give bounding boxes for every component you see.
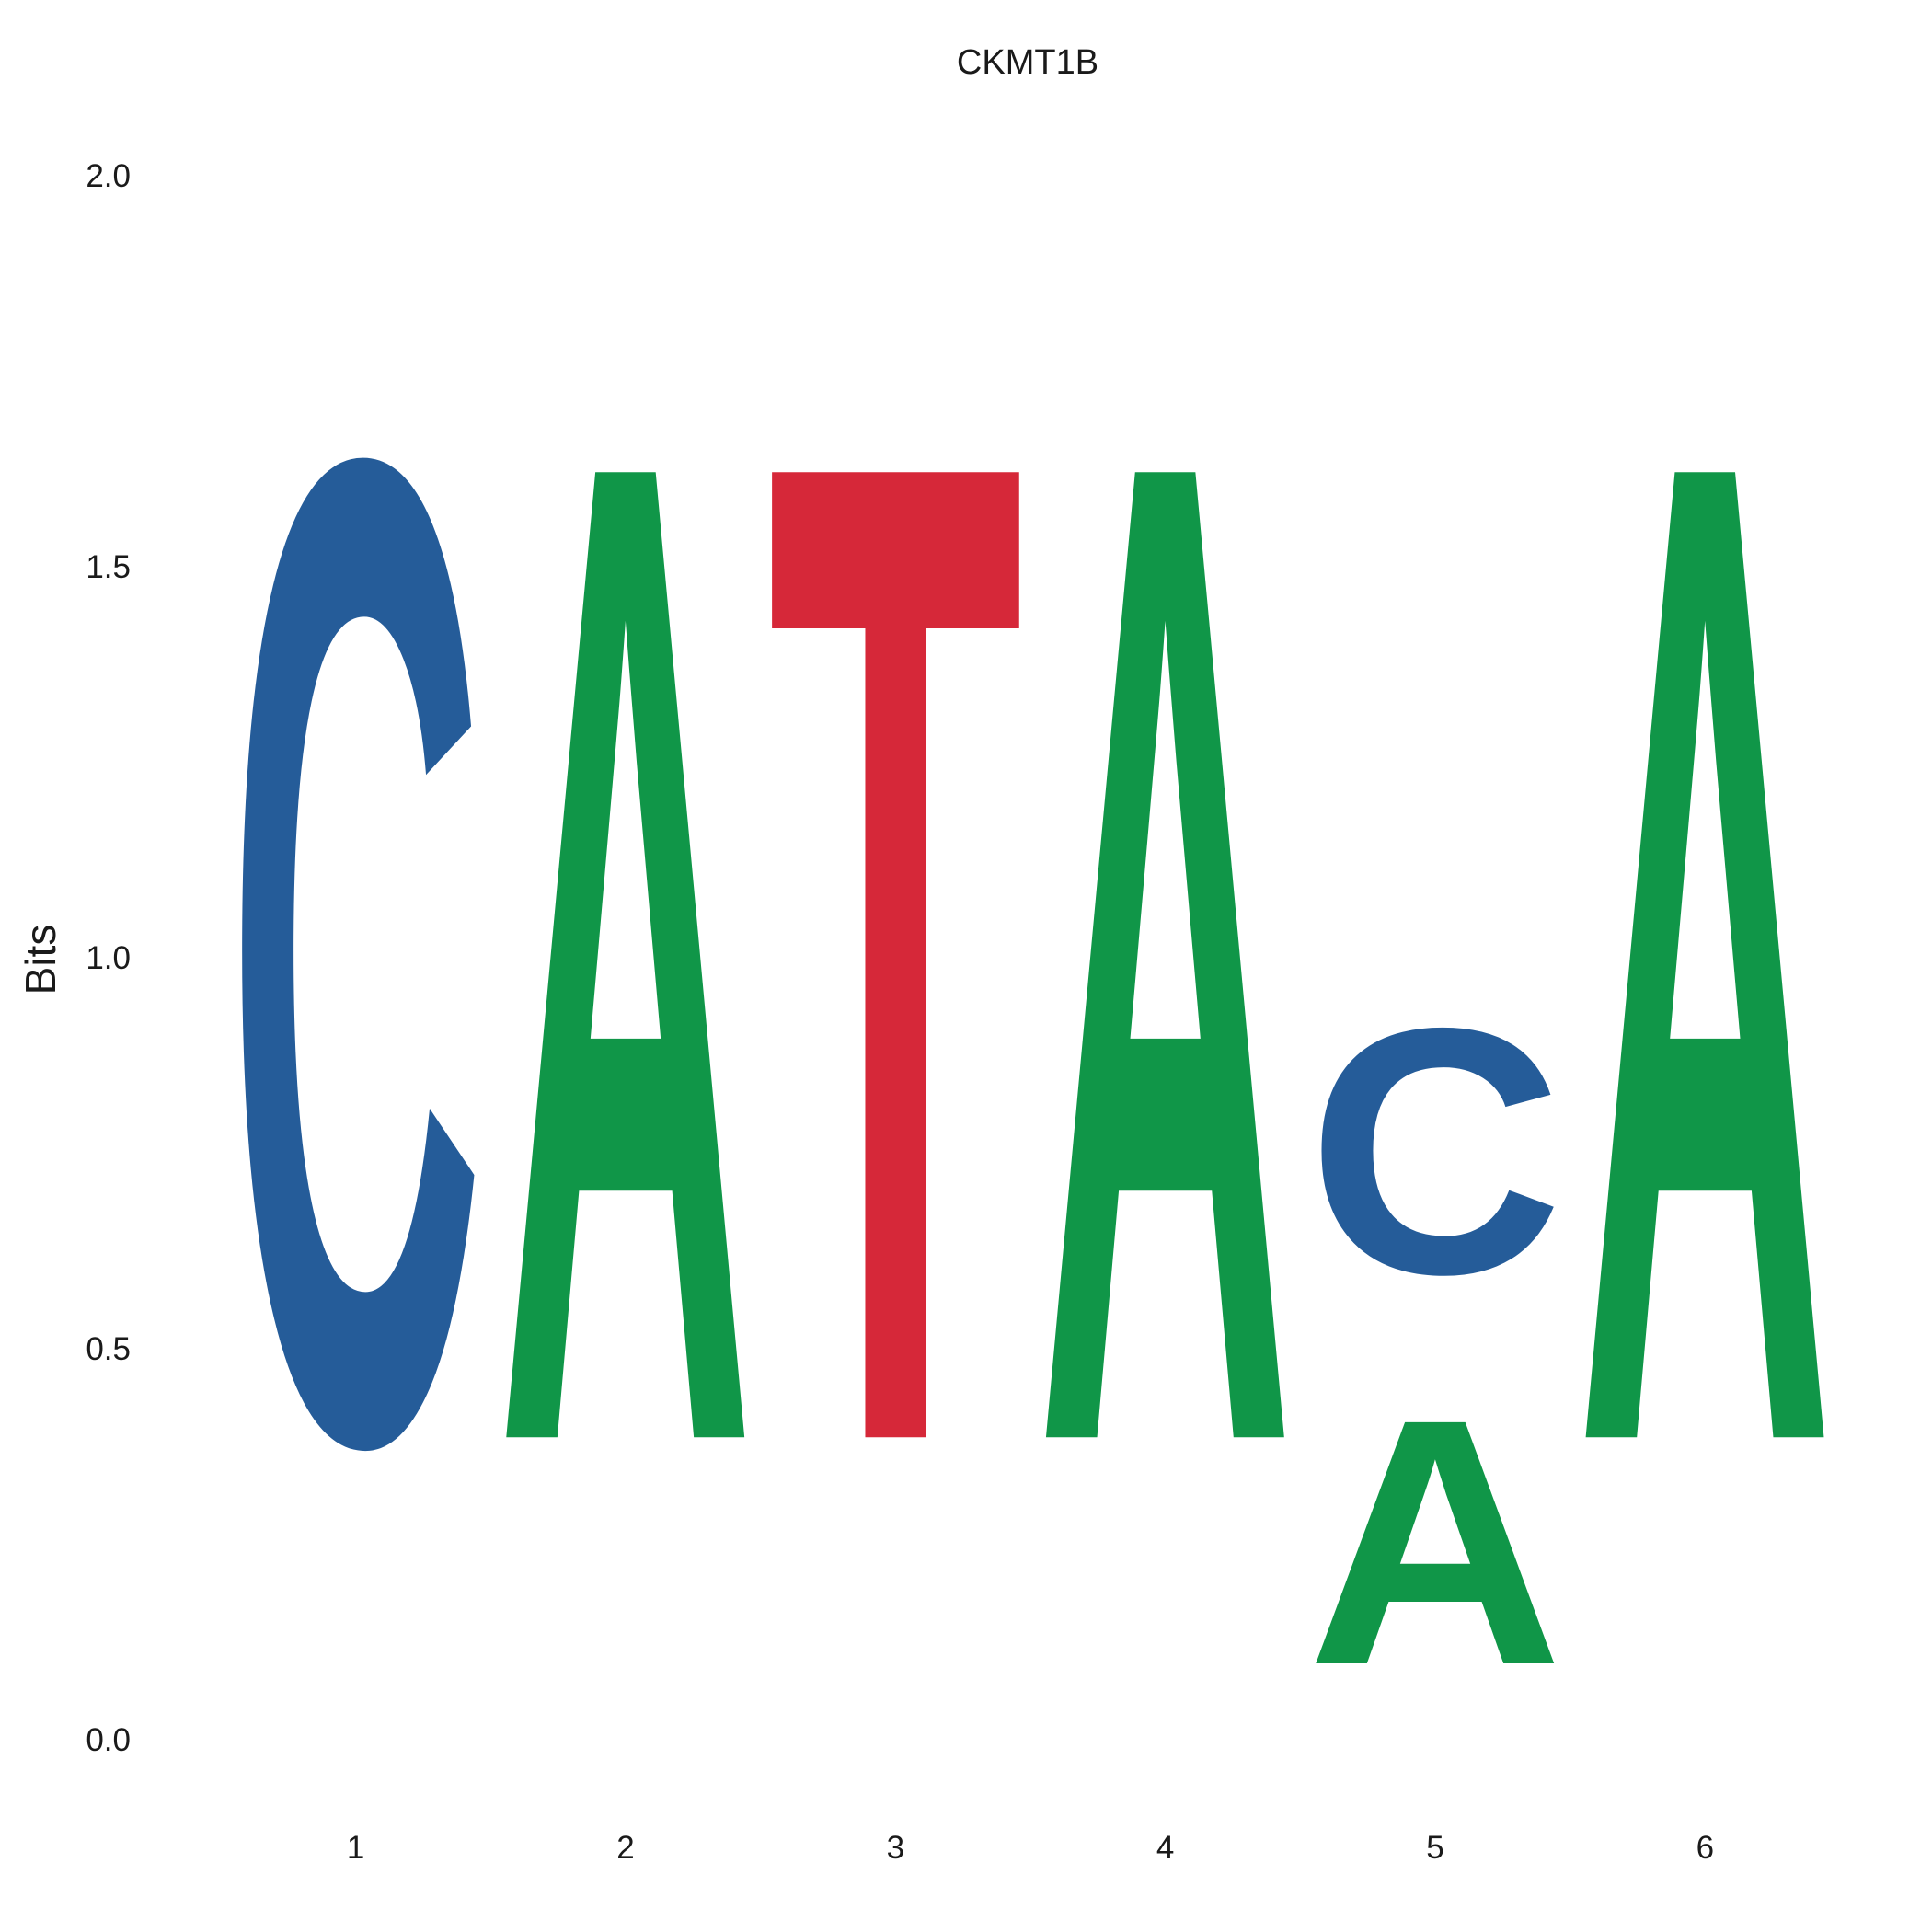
x-tick-label: 1 bbox=[347, 1830, 364, 1866]
logo-letters: C A T A AC A bbox=[227, 167, 1833, 1739]
x-tick-label: 2 bbox=[616, 1830, 634, 1866]
logo-letter-c: C bbox=[1307, 956, 1564, 1347]
chart-title: CKMT1B bbox=[957, 43, 1098, 82]
x-axis-ticks: 1 2 3 4 5 6 bbox=[347, 1830, 1714, 1866]
x-tick-label: 6 bbox=[1696, 1830, 1714, 1866]
logo-letter-a: A bbox=[1307, 1347, 1564, 1738]
y-axis-label: Bits bbox=[17, 925, 64, 995]
x-tick-label: 4 bbox=[1156, 1830, 1174, 1866]
x-tick-label: 5 bbox=[1426, 1830, 1443, 1866]
logo-letter-c: C bbox=[227, 167, 484, 1735]
y-tick-label: 1.5 bbox=[86, 549, 131, 585]
y-tick-label: 0.0 bbox=[86, 1722, 131, 1758]
y-tick-label: 1.0 bbox=[86, 940, 131, 976]
y-tick-label: 0.5 bbox=[86, 1331, 131, 1367]
y-tick-label: 2.0 bbox=[86, 158, 131, 194]
logo-letter-t: T bbox=[767, 168, 1024, 1735]
logo-letter-a: A bbox=[498, 167, 754, 1735]
x-tick-label: 3 bbox=[887, 1830, 904, 1866]
logo-letter-a: A bbox=[1037, 167, 1294, 1735]
y-axis-ticks: 0.0 0.5 1.0 1.5 2.0 bbox=[86, 158, 131, 1758]
logo-letter-a: A bbox=[1577, 167, 1834, 1735]
